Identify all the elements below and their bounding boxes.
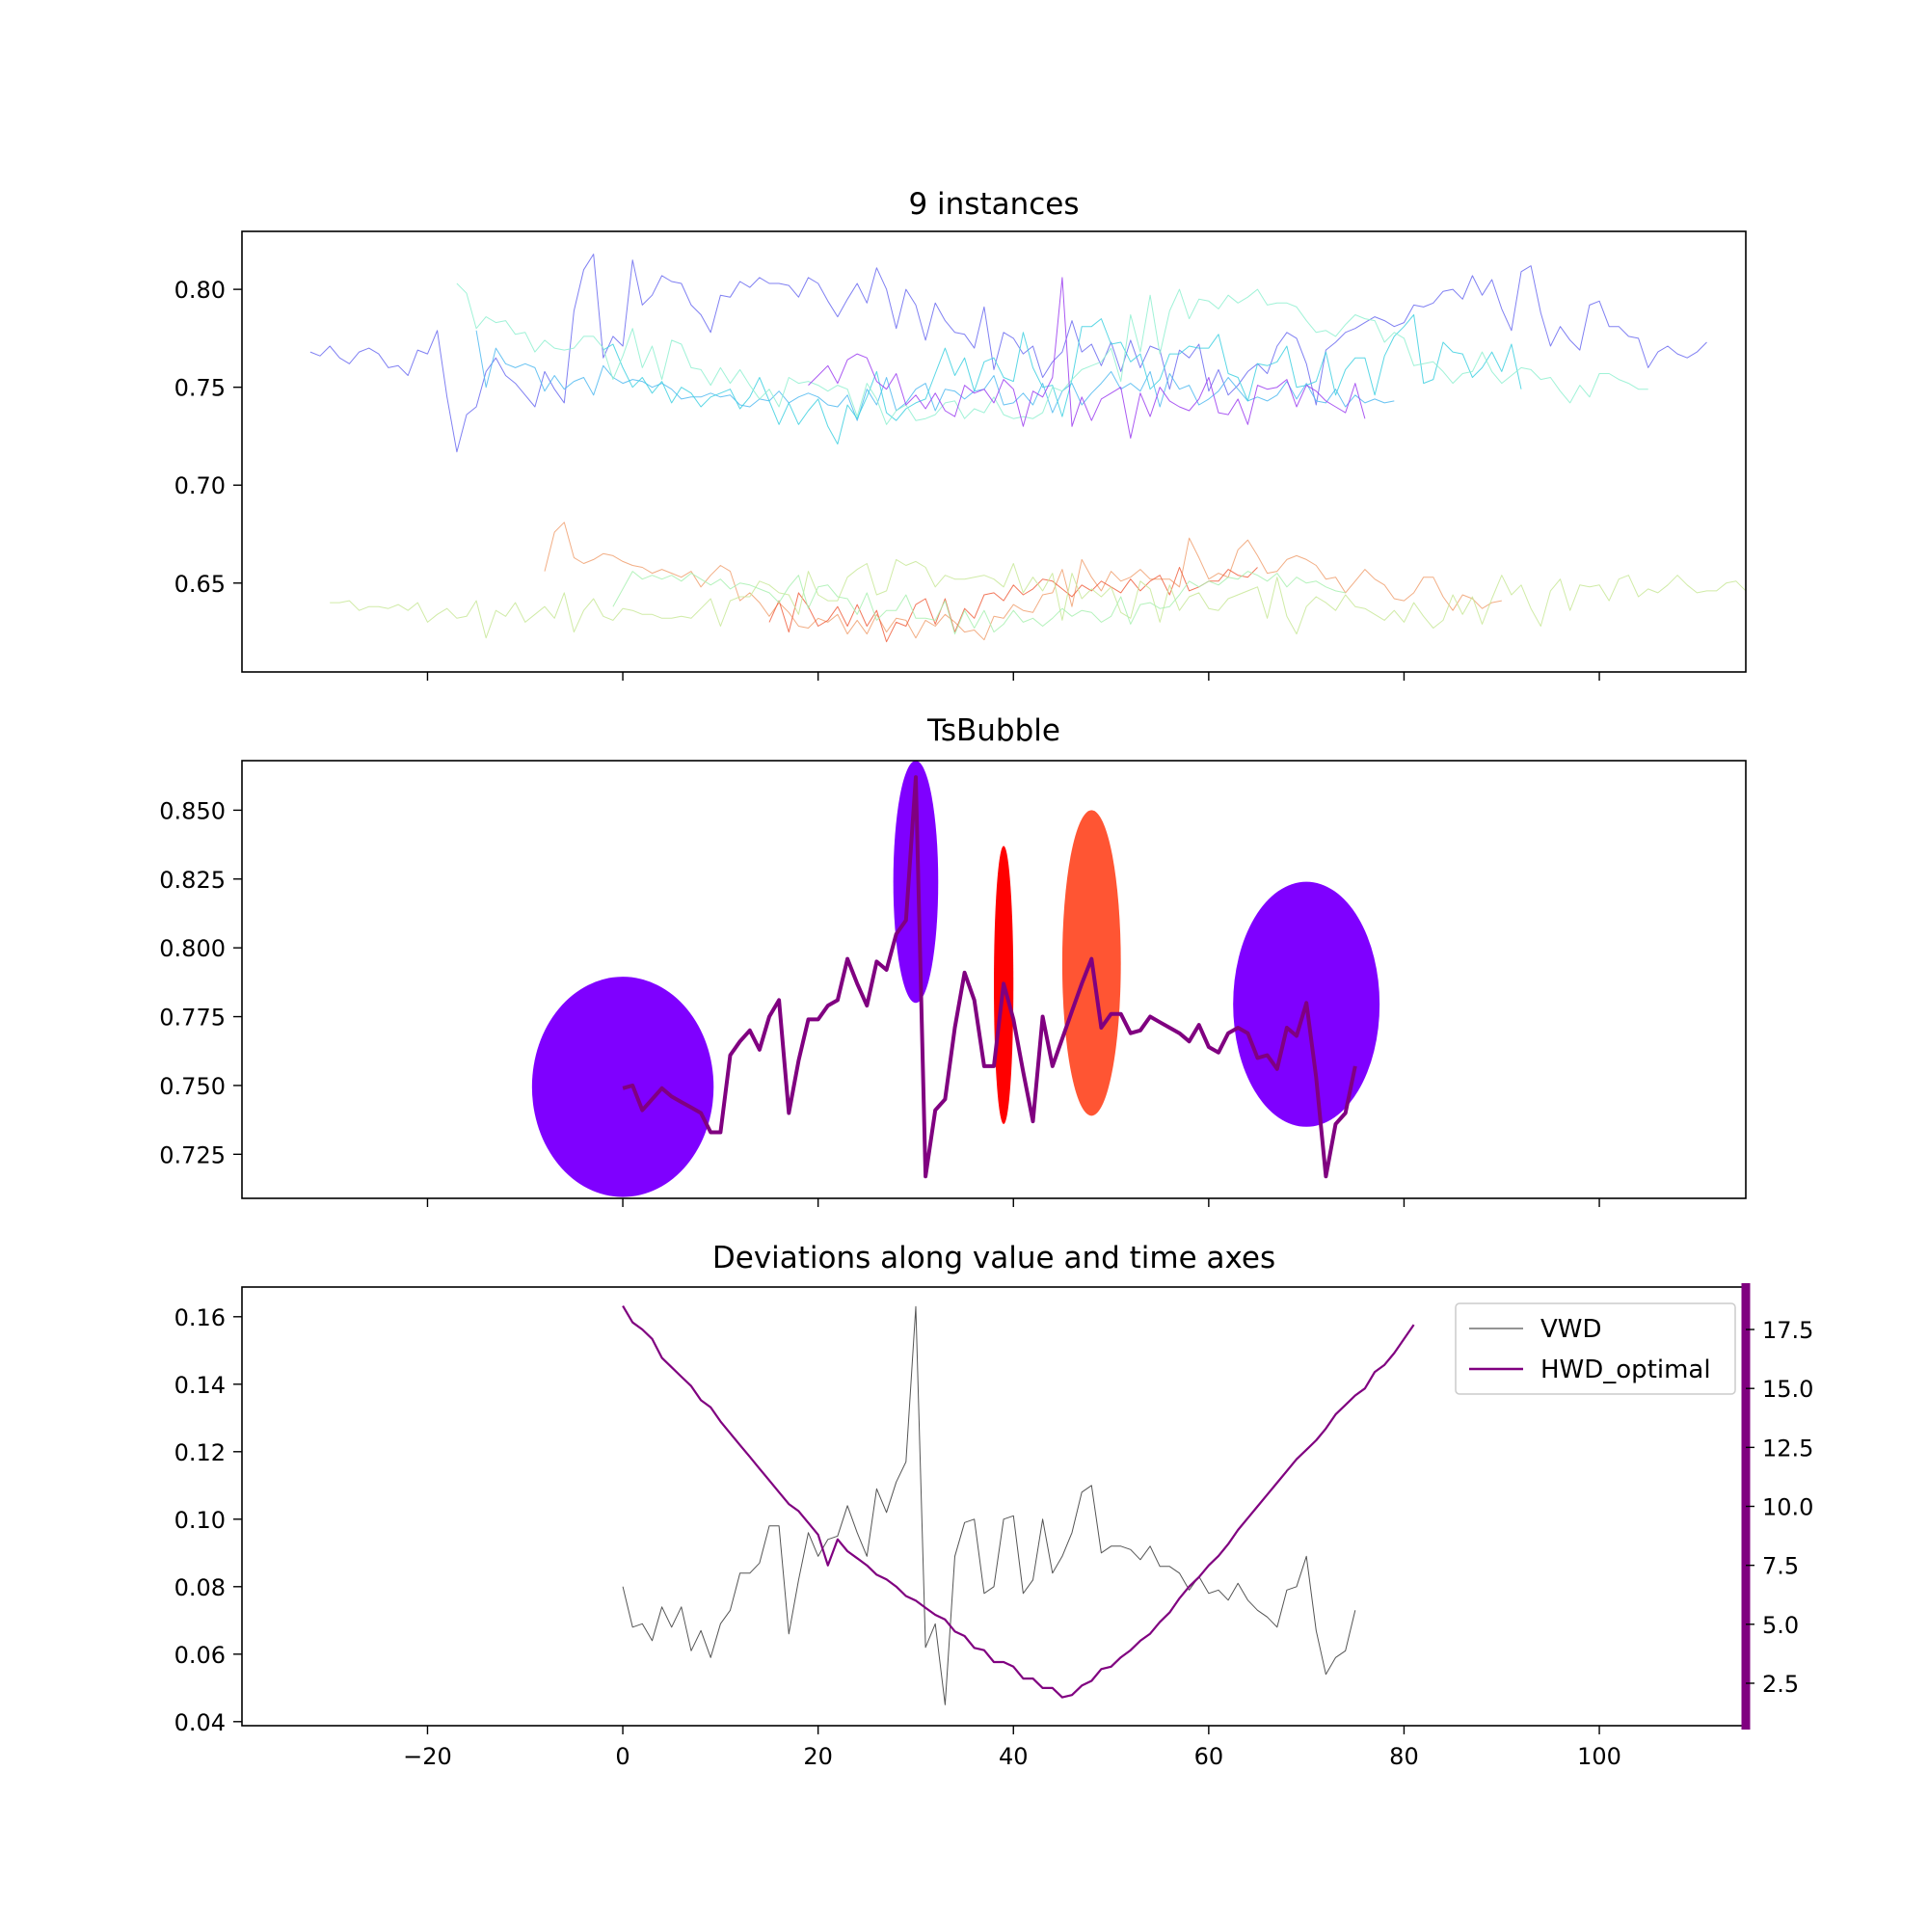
x-tick-label: 80	[1389, 1743, 1419, 1770]
series-line	[808, 277, 1366, 439]
y-tick-label: 0.800	[159, 935, 226, 962]
series-line	[612, 571, 1346, 635]
y-tick-label: 0.12	[174, 1439, 226, 1466]
y-tick-label: 0.750	[159, 1073, 226, 1100]
panel-title: TsBubble	[926, 713, 1060, 748]
y-right-tick-label: 2.5	[1762, 1671, 1799, 1698]
x-tick-label: −20	[403, 1743, 452, 1770]
x-tick-label: 100	[1577, 1743, 1621, 1770]
panel-9-instances: 9 instances 0.65 0.70 0.75 0.80	[174, 187, 1747, 681]
series-line	[475, 330, 1395, 421]
y-tick-label: 0.850	[159, 797, 226, 824]
legend-label: VWD	[1540, 1315, 1602, 1344]
y-right-tick-label: 5.0	[1762, 1612, 1799, 1639]
y-tick-label: 0.825	[159, 867, 226, 894]
x-tick-label: 0	[615, 1743, 629, 1770]
x-tick-label: 60	[1194, 1743, 1224, 1770]
y-right-tick-label: 15.0	[1762, 1376, 1813, 1403]
series-line	[622, 1305, 1356, 1705]
y-right-tick-label: 12.5	[1762, 1435, 1813, 1462]
series-line	[330, 558, 1746, 639]
plot-area	[309, 254, 1746, 643]
y-tick-label: 0.16	[174, 1304, 226, 1331]
plot-area	[531, 761, 1380, 1197]
legend-label: HWD_optimal	[1540, 1355, 1711, 1384]
y-tick-label: 0.80	[174, 277, 226, 304]
y-tick-label: 0.65	[174, 571, 226, 598]
series-line	[602, 314, 1522, 445]
y-tick-label: 0.775	[159, 1005, 226, 1032]
series-line	[768, 567, 1258, 643]
series-line	[622, 1305, 1415, 1699]
y-tick-label: 0.75	[174, 375, 226, 402]
bubble	[893, 761, 939, 1004]
x-tick-label: 40	[999, 1743, 1029, 1770]
series-line	[456, 282, 1648, 425]
y-right-tick-label: 7.5	[1762, 1553, 1799, 1580]
series-line	[622, 775, 1357, 1179]
series-line	[309, 254, 1707, 453]
panel-title: 9 instances	[908, 187, 1079, 222]
plot-area	[622, 1305, 1415, 1705]
y-tick-label: 0.725	[159, 1141, 226, 1168]
y-right-tick-label: 10.0	[1762, 1494, 1813, 1521]
y-tick-label: 0.04	[174, 1709, 226, 1736]
x-tick-label: 20	[803, 1743, 833, 1770]
axes-frame	[241, 230, 1747, 673]
y-right-tick-label: 17.5	[1762, 1317, 1813, 1344]
legend-box	[1455, 1302, 1736, 1395]
axes-frame	[241, 760, 1747, 1199]
y-tick-label: 0.70	[174, 472, 226, 499]
y-tick-label: 0.06	[174, 1642, 226, 1669]
y-tick-label: 0.14	[174, 1372, 226, 1399]
y-tick-label: 0.10	[174, 1507, 226, 1534]
panel-title: Deviations along value and time axes	[712, 1241, 1275, 1275]
series-line	[544, 522, 1502, 641]
panel-deviations: Deviations along value and time axes −20…	[174, 1241, 1814, 1770]
panel-tsbubble: TsBubble 0.725 0.750 0.775 0.800 0.825 0.850	[159, 713, 1747, 1207]
y-tick-label: 0.08	[174, 1574, 226, 1601]
